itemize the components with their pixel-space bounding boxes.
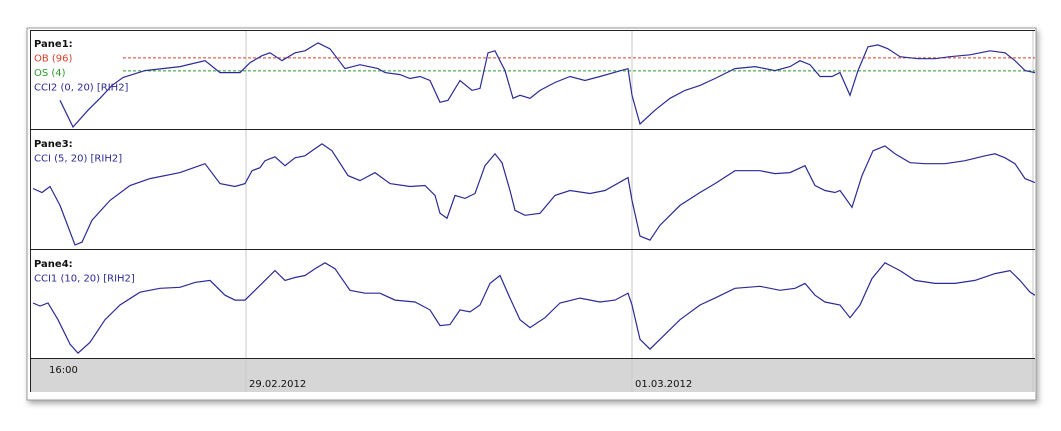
pane-borders [30, 30, 1035, 392]
legend-label: CCI1 (10, 20) [RIH2] [34, 274, 135, 285]
series-line [32, 143, 1035, 246]
pane-title: Pane3: [34, 139, 73, 150]
time-axis-bar [30, 358, 1035, 392]
series-line [59, 42, 1035, 129]
level-label: OS (4) [34, 68, 66, 79]
x-tick-label: 16:00 [49, 365, 78, 376]
plot-area: 16:00 29.02.2012 01.03.2012 02.0 [32, 30, 1058, 392]
x-tick-label: 29.02.2012 [249, 379, 306, 390]
level-label: OB (96) [34, 54, 73, 65]
labels: Pane1: OB (96) OS (4) CCI2 (0, 20) [RIH2] Pa… [34, 39, 135, 285]
x-tick-label: 02.0 [1036, 379, 1058, 390]
pane-title: Pane4: [34, 259, 73, 270]
legend-label: CCI2 (0, 20) [RIH2] [34, 83, 129, 94]
x-tick-label: 01.03.2012 [635, 379, 692, 390]
legend-label: CCI (5, 20) [RIH2] [34, 154, 122, 165]
pane-title: Pane1: [34, 39, 73, 50]
series-line [32, 262, 1035, 354]
